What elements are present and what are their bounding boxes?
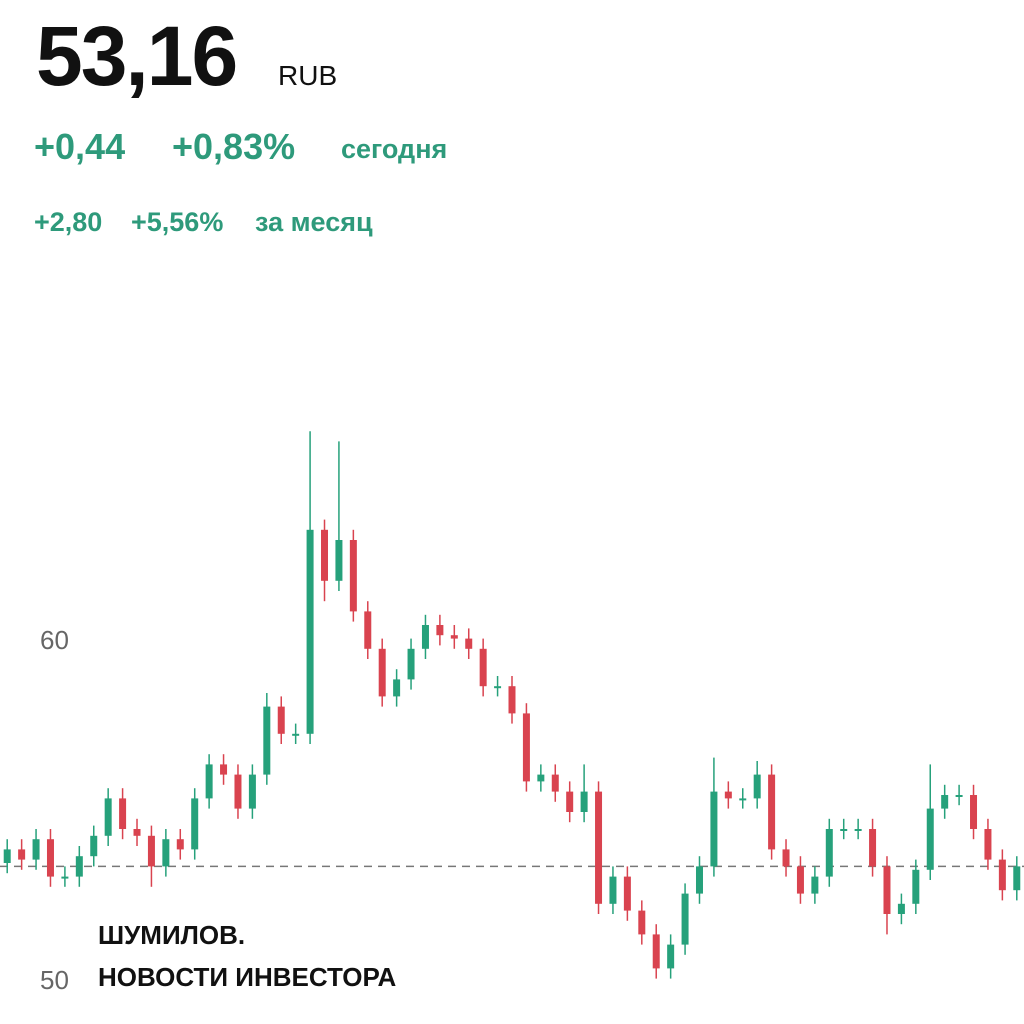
candle-body <box>897 903 905 914</box>
candle-body <box>609 876 617 904</box>
candle-body <box>970 795 978 829</box>
candle-body <box>3 849 11 863</box>
candle-body <box>638 910 646 935</box>
candle-body <box>811 876 819 894</box>
month-period: за месяц <box>255 207 373 237</box>
currency: RUB <box>278 60 338 91</box>
candle-body <box>796 866 804 894</box>
candle-body <box>926 808 934 870</box>
candle-body <box>695 866 703 894</box>
candle-body <box>18 849 26 860</box>
month-change: +2,80 <box>34 207 103 237</box>
candle-body <box>522 713 530 782</box>
candle-body <box>825 829 833 877</box>
today-period: сегодня <box>341 134 448 164</box>
candle-body <box>162 839 170 867</box>
candle-body <box>220 764 228 775</box>
candle-body <box>840 829 848 831</box>
candle-body <box>75 856 83 877</box>
candle-body <box>90 835 98 857</box>
candle-body <box>277 706 285 734</box>
candle-body <box>681 893 689 945</box>
candle-body <box>508 686 516 714</box>
candle-body <box>782 849 790 867</box>
y-tick-label: 50 <box>40 965 69 995</box>
candle-body <box>955 795 963 797</box>
candle-body <box>306 529 314 734</box>
candle-body <box>580 791 588 812</box>
today-change: +0,44 <box>34 126 126 167</box>
candle-body <box>191 798 199 850</box>
candle-body <box>364 611 372 649</box>
candle-body <box>869 829 877 867</box>
candle-body <box>595 791 603 904</box>
candle-body <box>883 866 891 914</box>
candle-body <box>941 795 949 809</box>
candle-body <box>710 791 718 867</box>
candle-body <box>234 774 242 809</box>
y-tick-label: 60 <box>40 625 69 655</box>
candle-body <box>652 934 660 969</box>
candle-body <box>205 764 213 799</box>
candle-body <box>768 774 776 850</box>
candle-body <box>984 829 992 860</box>
candle-body <box>854 829 862 831</box>
candle-body <box>753 774 761 799</box>
today-percent: +0,83% <box>172 126 296 167</box>
candle-body <box>998 859 1006 891</box>
month-percent: +5,56% <box>131 207 224 237</box>
candle-body <box>263 706 271 775</box>
candle-body <box>465 638 473 649</box>
candle-body <box>393 679 401 697</box>
candle-body <box>378 648 386 697</box>
candle-body <box>119 798 127 829</box>
candle-body <box>335 540 343 581</box>
candle-body <box>450 635 458 639</box>
candle-body <box>133 829 141 836</box>
candle-body <box>479 648 487 687</box>
watermark: ШУМИЛОВ. <box>98 920 246 950</box>
candle-body <box>1013 866 1021 891</box>
candle-body <box>494 686 502 689</box>
candle-body <box>421 625 429 649</box>
candle-body <box>349 540 357 612</box>
candle-body <box>147 835 155 867</box>
candle-body <box>537 774 545 782</box>
candle-body <box>292 733 300 736</box>
candle-body <box>667 944 675 969</box>
candle-body <box>407 648 415 680</box>
candle-body <box>551 774 559 792</box>
price: 53,16 <box>36 9 238 103</box>
candle-body <box>912 869 920 904</box>
candle-body <box>248 774 256 809</box>
candle-body <box>321 529 329 581</box>
candle-body <box>566 791 574 812</box>
candle-body <box>104 798 112 836</box>
candle-body <box>32 839 40 860</box>
watermark: НОВОСТИ ИНВЕСТОРА <box>98 962 397 992</box>
candle-body <box>436 625 444 636</box>
candle-body <box>623 876 631 911</box>
candle-body <box>724 791 732 799</box>
candle-body <box>46 839 54 877</box>
candle-body <box>739 798 747 801</box>
candle-body <box>61 876 69 879</box>
candle-body <box>176 839 184 850</box>
